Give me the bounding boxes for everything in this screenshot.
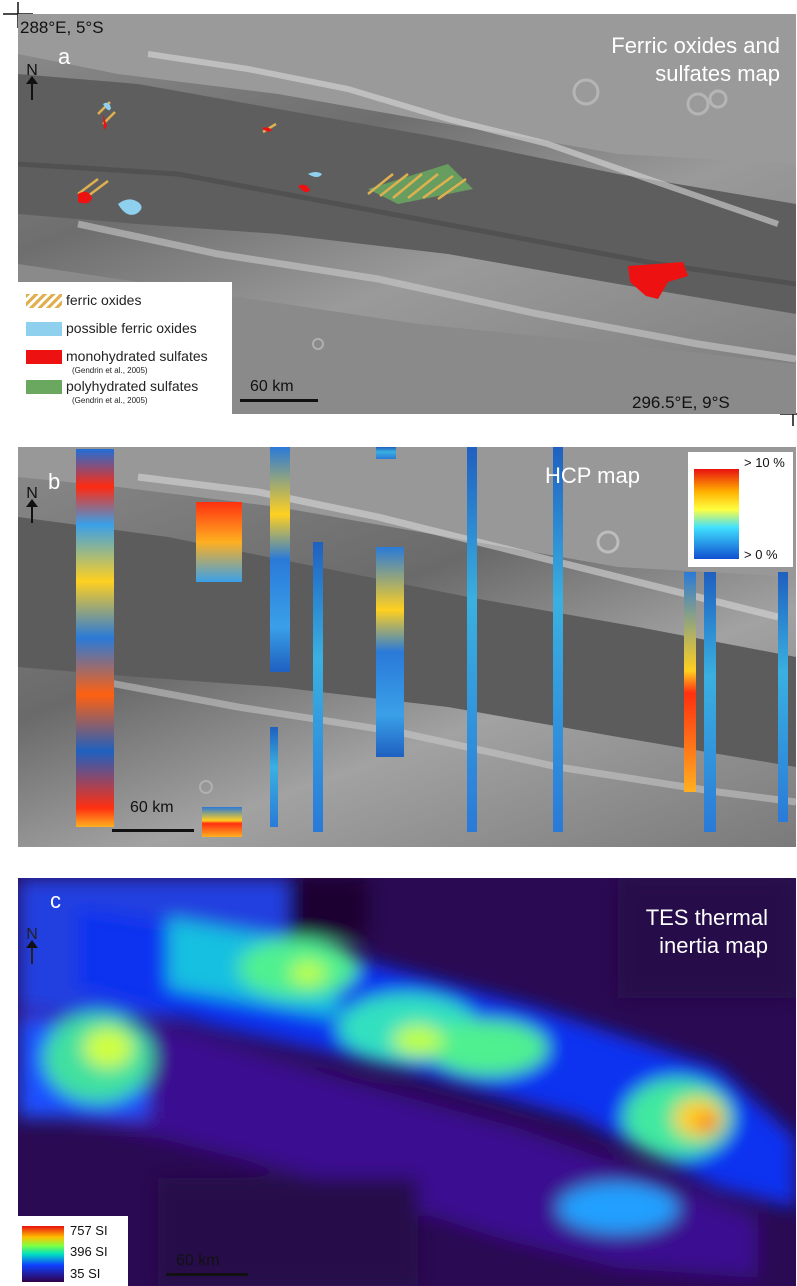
- scale-bar: [166, 1273, 248, 1276]
- hcp-strip: [467, 447, 477, 832]
- legend-possible-ferric-oxides: possible ferric oxides: [26, 320, 197, 337]
- hcp-strip: [202, 807, 242, 837]
- hcp-strip: [704, 572, 716, 832]
- panel-letter-a: a: [58, 44, 71, 69]
- scale-label: 60 km: [176, 1252, 220, 1269]
- panel-letter-b: b: [48, 469, 61, 494]
- thermal-inertia-map-panel: c N TES thermal inertia map 757 SI 396 SI…: [18, 878, 796, 1286]
- ferric-sulfates-map-panel: 288°E, 5°S a N Ferric oxides and sulfates…: [18, 14, 796, 414]
- hcp-strip: [313, 542, 323, 832]
- colorbar-min-label: > 0 %: [744, 547, 778, 562]
- hcp-strip: [684, 572, 696, 792]
- scale-bar: [240, 399, 318, 402]
- colorbar-min-label: 35 SI: [70, 1266, 101, 1281]
- hcp-strip: [778, 572, 788, 822]
- legend-ferric-oxides: ferric oxides: [26, 292, 141, 309]
- map-title: TES thermal inertia map: [645, 905, 768, 958]
- colorbar-mid-label: 396 SI: [70, 1244, 108, 1259]
- coordinate-top-left: 288°E, 5°S: [20, 18, 104, 37]
- map-title: Ferric oxides and sulfates map: [611, 33, 780, 86]
- colorbar-max-label: > 10 %: [744, 455, 785, 470]
- colorbar-max-label: 757 SI: [70, 1223, 108, 1238]
- coordinate-bottom-right: 296.5°E, 9°S: [632, 393, 730, 412]
- legend-polyhydrated-reference: (Gendrin et al., 2005): [72, 396, 148, 405]
- hcp-strip: [270, 447, 290, 672]
- map-title: HCP map: [545, 463, 640, 488]
- hcp-strip: [76, 449, 114, 827]
- hcp-colorbar: [694, 469, 739, 559]
- possible-ferric-oxide-area: [118, 199, 142, 215]
- hcp-strip: [196, 502, 242, 582]
- hcp-strip: [270, 727, 278, 827]
- monohydrated-sulfate-area: [78, 191, 92, 204]
- north-arrow: N: [22, 62, 42, 100]
- north-arrow: N: [22, 485, 42, 523]
- north-arrow: N: [22, 926, 42, 964]
- scale-label: 60 km: [250, 378, 294, 395]
- thermal-inertia-raster: [18, 878, 796, 1286]
- hcp-map-panel: b N HCP map > 10 % > 0 % 60 km: [18, 447, 796, 847]
- legend-polyhydrated-sulfates: polyhydrated sulfates: [26, 378, 198, 395]
- scale-bar: [112, 829, 194, 832]
- panel-letter-c: c: [50, 888, 61, 913]
- hcp-strip: [553, 447, 563, 832]
- hcp-strip: [376, 447, 396, 459]
- scale-label: 60 km: [130, 799, 174, 816]
- terrain-b: [18, 447, 796, 837]
- legend-monohydrated-reference: (Gendrin et al., 2005): [72, 366, 148, 375]
- legend: ferric oxides possible ferric oxides mon…: [18, 282, 232, 414]
- hcp-strip: [376, 547, 404, 757]
- thermal-inertia-colorbar: [22, 1226, 64, 1282]
- legend-monohydrated-sulfates: monohydrated sulfates: [26, 348, 208, 365]
